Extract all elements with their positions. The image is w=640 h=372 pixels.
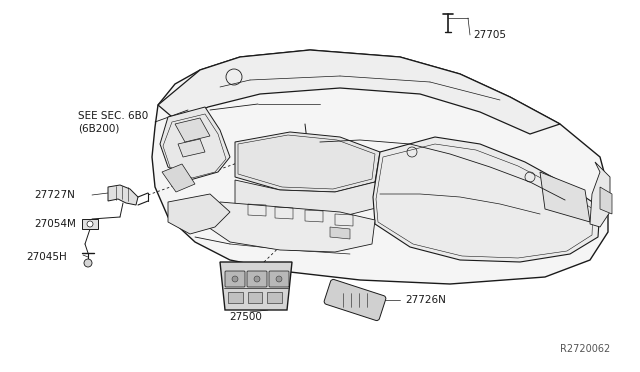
Circle shape — [84, 259, 92, 267]
Text: 27045H: 27045H — [26, 252, 67, 262]
FancyBboxPatch shape — [324, 279, 386, 321]
Polygon shape — [235, 132, 380, 192]
Polygon shape — [82, 219, 98, 229]
Polygon shape — [162, 164, 195, 192]
Polygon shape — [168, 194, 230, 234]
Polygon shape — [540, 172, 590, 222]
Polygon shape — [160, 107, 230, 180]
Polygon shape — [220, 262, 292, 310]
Text: 27500: 27500 — [229, 312, 262, 322]
Circle shape — [232, 276, 238, 282]
Text: R2720062: R2720062 — [560, 344, 611, 354]
FancyBboxPatch shape — [248, 292, 262, 302]
Text: (6B200): (6B200) — [78, 123, 120, 133]
FancyBboxPatch shape — [227, 292, 243, 302]
FancyBboxPatch shape — [247, 271, 267, 287]
Polygon shape — [600, 187, 612, 214]
Polygon shape — [178, 139, 205, 157]
Polygon shape — [373, 137, 600, 262]
FancyBboxPatch shape — [269, 271, 289, 287]
FancyBboxPatch shape — [268, 292, 282, 302]
Polygon shape — [235, 180, 380, 217]
Text: 27727N: 27727N — [34, 190, 75, 200]
Text: SEE SEC. 6B0: SEE SEC. 6B0 — [78, 111, 148, 121]
Polygon shape — [208, 202, 375, 252]
Text: 27726N: 27726N — [405, 295, 446, 305]
Polygon shape — [175, 118, 210, 142]
Polygon shape — [330, 227, 350, 239]
Polygon shape — [158, 50, 560, 134]
Circle shape — [254, 276, 260, 282]
FancyBboxPatch shape — [225, 271, 245, 287]
Text: 27054M: 27054M — [34, 219, 76, 229]
Polygon shape — [152, 50, 608, 284]
Polygon shape — [590, 162, 610, 227]
Circle shape — [87, 221, 93, 227]
Text: 27705: 27705 — [473, 30, 506, 40]
Polygon shape — [108, 185, 138, 205]
Circle shape — [276, 276, 282, 282]
